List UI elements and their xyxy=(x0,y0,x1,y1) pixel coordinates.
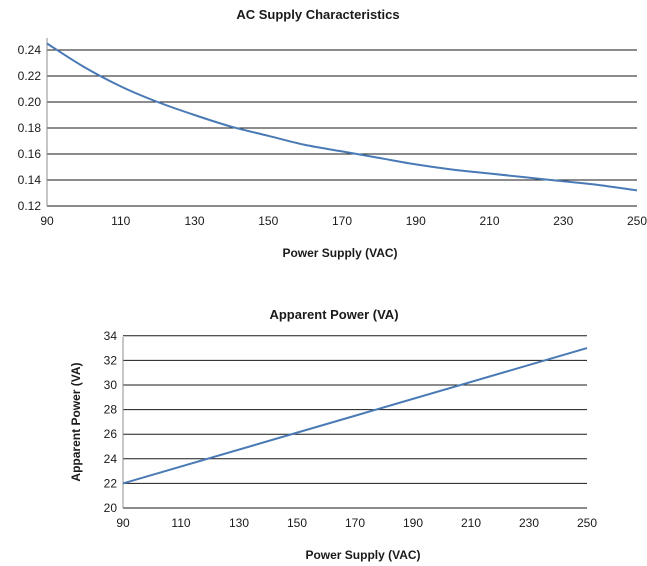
y-tick-label: 0.12 xyxy=(18,199,42,213)
y-tick-label: 28 xyxy=(104,403,118,417)
y-tick-label: 0.14 xyxy=(18,173,42,187)
chart-title: Apparent Power (VA) xyxy=(269,307,398,322)
y-tick-label: 0.18 xyxy=(18,121,42,135)
x-tick-label: 250 xyxy=(577,516,597,530)
x-tick-label: 210 xyxy=(461,516,481,530)
y-tick-label: 0.20 xyxy=(18,95,42,109)
series-line xyxy=(46,42,638,192)
series-line xyxy=(122,347,588,485)
y-axis-label: Apparent Power (VA) xyxy=(69,362,83,481)
y-tick-label: 30 xyxy=(104,378,118,392)
chart-apparent-power: Apparent Power (VA) 20 22 24 26 28 30 32 34 90 1… xyxy=(69,307,597,562)
y-tick-label: 26 xyxy=(104,427,118,441)
x-tick-label: 150 xyxy=(287,516,307,530)
y-tick-label: 20 xyxy=(104,501,118,515)
x-tick-label: 250 xyxy=(627,214,647,228)
y-tick-label: 24 xyxy=(104,452,118,466)
x-tick-label: 90 xyxy=(40,214,54,228)
x-tick-label: 190 xyxy=(403,516,423,530)
x-tick-label: 210 xyxy=(479,214,499,228)
x-tick-label: 230 xyxy=(519,516,539,530)
x-tick-label: 110 xyxy=(171,516,190,530)
x-tick-label: 130 xyxy=(229,516,249,530)
y-tick-label: 32 xyxy=(104,353,118,367)
y-tick-label: 0.16 xyxy=(18,147,42,161)
x-tick-label: 170 xyxy=(345,516,365,530)
y-tick-label: 34 xyxy=(104,329,118,343)
x-axis-label: Power Supply (VAC) xyxy=(305,548,420,562)
x-tick-label: 110 xyxy=(111,214,130,228)
y-tick-label: 0.22 xyxy=(18,69,42,83)
x-tick-label: 190 xyxy=(406,214,426,228)
y-tick-label: 0.24 xyxy=(18,43,42,57)
chart-ac-supply: AC Supply Characteristics 0.12 0.14 0.16 0.… xyxy=(18,7,647,260)
x-tick-label: 170 xyxy=(332,214,352,228)
chart-title: AC Supply Characteristics xyxy=(236,7,399,22)
x-tick-label: 150 xyxy=(258,214,278,228)
x-axis-label: Power Supply (VAC) xyxy=(282,246,397,260)
y-tick-label: 22 xyxy=(104,476,118,490)
x-tick-label: 230 xyxy=(553,214,573,228)
x-tick-label: 90 xyxy=(116,516,130,530)
x-tick-label: 130 xyxy=(184,214,204,228)
